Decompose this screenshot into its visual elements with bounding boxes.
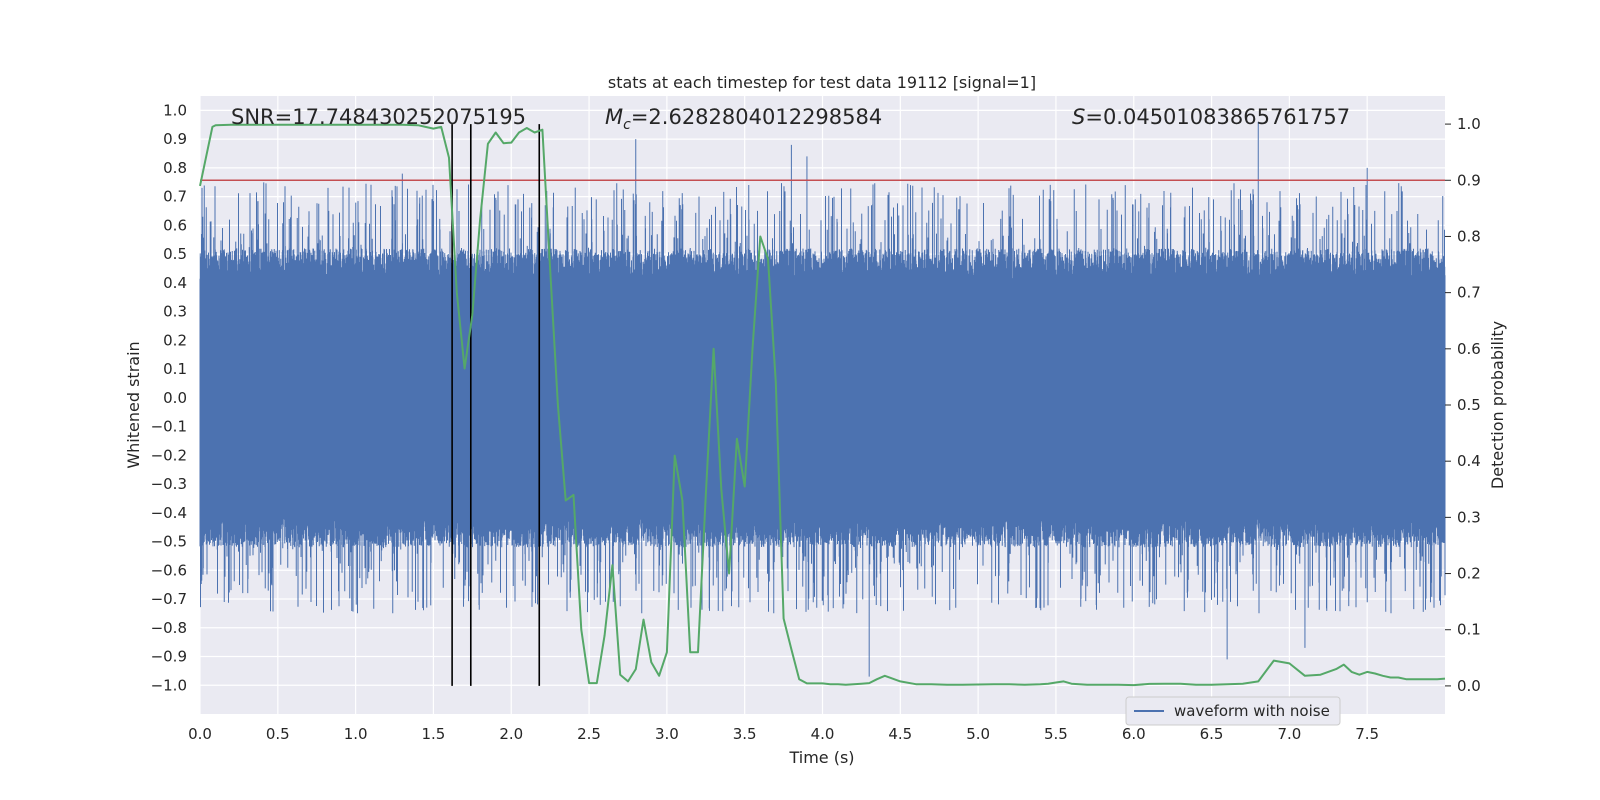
y-right-tick-label: 0.4	[1457, 452, 1481, 470]
x-tick-label: 3.0	[655, 725, 679, 743]
y-left-tick-label: −0.1	[151, 418, 187, 436]
y-left-tick-label: 0.2	[163, 331, 187, 349]
y-right-tick-labels: 1.0 0.9 0.8 0.7 0.6 0.5 0.4 0.3 0.2 0.1 0.0	[1445, 115, 1481, 695]
x-tick-label: 5.0	[966, 725, 990, 743]
y-left-tick-label: 1.0	[163, 101, 187, 119]
x-tick-label: 6.5	[1200, 725, 1224, 743]
x-tick-labels: 0.0 0.5 1.0 1.5 2.0 2.5 3.0 3.5 4.0 4.5 5.0 5.5 6.0 6…	[188, 725, 1379, 743]
s-annotation: S=0.04501083865761757	[1072, 105, 1350, 129]
y-left-tick-label: 0.8	[163, 159, 187, 177]
y-left-tick-label: −1.0	[151, 676, 187, 694]
x-tick-label: 7.5	[1355, 725, 1379, 743]
x-tick-label: 4.5	[888, 725, 912, 743]
legend-frame	[1125, 696, 1341, 726]
x-tick-label: 1.5	[422, 725, 446, 743]
x-tick-label: 6.0	[1122, 725, 1146, 743]
y-right-tick-label: 0.5	[1457, 396, 1481, 414]
waveform-with-noise-series	[199, 121, 1446, 677]
y-left-tick-label: 0.9	[163, 130, 187, 148]
chirp-mass-annotation: Mc=2.6282804012298584	[605, 105, 882, 133]
chirp-mass-subscript: c	[623, 117, 631, 133]
y-left-tick-label: −0.4	[151, 504, 187, 522]
y-left-tick-label: 0.0	[163, 389, 187, 407]
y-left-tick-label: −0.8	[151, 619, 187, 637]
y-right-tick-label: 0.7	[1457, 284, 1481, 302]
y-right-tick-label: 1.0	[1457, 115, 1481, 133]
y-left-tick-label: 0.7	[163, 188, 187, 206]
chirp-mass-symbol: M	[605, 105, 623, 129]
legend-label: waveform with noise	[1174, 702, 1330, 720]
waveform-trace	[199, 121, 1446, 677]
y-left-tick-label: −0.5	[151, 533, 187, 551]
y-right-tick-label: 0.6	[1457, 340, 1481, 358]
legend: waveform with noise	[1125, 696, 1341, 726]
y-left-tick-label: 0.5	[163, 245, 187, 263]
y-right-tick-label: 0.1	[1457, 621, 1481, 639]
s-value: =0.04501083865761757	[1085, 105, 1350, 129]
y-left-tick-label: 0.6	[163, 216, 187, 234]
x-tick-label: 0.5	[266, 725, 290, 743]
x-axis-label: Time (s)	[788, 748, 854, 767]
s-symbol: S	[1072, 105, 1085, 129]
x-tick-label: 7.0	[1277, 725, 1301, 743]
x-tick-label: 3.5	[733, 725, 757, 743]
y-right-tick-label: 0.0	[1457, 677, 1481, 695]
y-right-tick-label: 0.8	[1457, 227, 1481, 245]
chirp-mass-value: =2.6282804012298584	[631, 105, 882, 129]
y-right-tick-label: 0.2	[1457, 565, 1481, 583]
y-right-axis-label: Detection probability	[1488, 321, 1507, 489]
detection-probability-series	[199, 123, 1446, 687]
y-left-tick-label: −0.2	[151, 446, 187, 464]
x-tick-label: 2.0	[499, 725, 523, 743]
snr-annotation: SNR=17.748430252075195	[231, 105, 526, 129]
y-left-tick-label: −0.7	[151, 590, 187, 608]
chart-title: stats at each timestep for test data 191…	[608, 73, 1036, 92]
x-tick-label: 0.0	[188, 725, 212, 743]
y-left-tick-label: −0.6	[151, 561, 187, 579]
y-left-tick-label: −0.3	[151, 475, 187, 493]
y-left-tick-label: 0.1	[163, 360, 187, 378]
y-left-tick-labels: 1.0 0.9 0.8 0.7 0.6 0.5 0.4 0.3 0.2 0.1 0.0 −0.1 −0.…	[151, 101, 187, 694]
y-left-axis-label: Whitened strain	[124, 341, 143, 468]
y-right-tick-label: 0.3	[1457, 508, 1481, 526]
y-left-tick-label: 0.3	[163, 303, 187, 321]
x-tick-label: 2.5	[577, 725, 601, 743]
y-right-tick-label: 0.9	[1457, 171, 1481, 189]
x-tick-label: 4.0	[811, 725, 835, 743]
probability-line	[199, 123, 1446, 687]
overlay-lines	[200, 124, 1445, 686]
x-tick-label: 1.0	[344, 725, 368, 743]
x-tick-label: 5.5	[1044, 725, 1068, 743]
y-left-tick-label: 0.4	[163, 274, 187, 292]
y-left-tick-label: −0.9	[151, 648, 187, 666]
